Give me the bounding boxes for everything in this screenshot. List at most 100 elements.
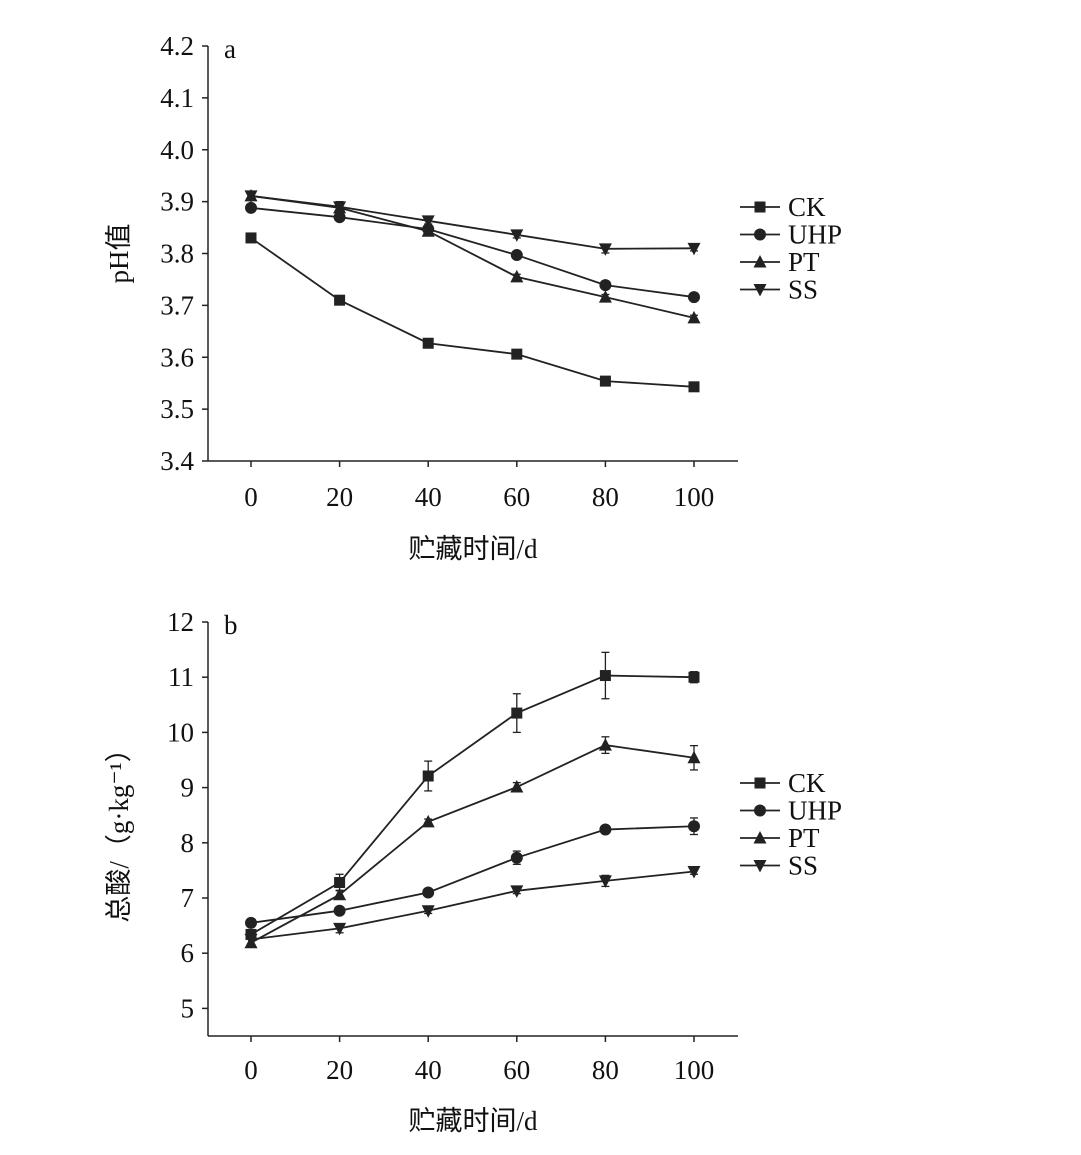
data-point (244, 190, 258, 203)
y-tick-label: 3.7 (160, 290, 194, 320)
legend-item-ss: SS (740, 851, 818, 881)
data-point (687, 750, 701, 764)
data-point (599, 375, 611, 387)
chart-panel-b: 5 6 7 8 9 10 11 12 0 20 40 60 80 100 b 贮藏时间/d 总酸/（g·kg⁻¹… (104, 607, 842, 1136)
series-line (250, 870, 695, 941)
data-point (688, 381, 700, 393)
x-axis-label: 贮藏时间/d (408, 1106, 538, 1136)
data-point (333, 201, 347, 214)
data-point (334, 294, 346, 306)
data-point (421, 224, 435, 237)
data-point (244, 933, 258, 947)
x-tick-label: 80 (592, 482, 619, 512)
data-point (333, 211, 346, 224)
data-point (599, 823, 612, 836)
legend-label: UHP (788, 796, 842, 826)
y-tick-label: 12 (167, 607, 194, 637)
data-point (510, 780, 524, 793)
x-axis-label: 贮藏时间/d (408, 534, 538, 564)
data-point (333, 922, 347, 936)
y-tick-label: 5 (181, 993, 195, 1023)
x-tick-label: 100 (674, 482, 715, 512)
x-tick-label: 100 (674, 1055, 715, 1085)
y-tick-label: 3.6 (160, 342, 194, 372)
data-point (688, 291, 700, 304)
legend-marker (753, 831, 767, 844)
y-tick-label: 4.2 (160, 31, 194, 61)
y-tick-label: 10 (167, 717, 194, 747)
data-point (510, 229, 524, 242)
data-point (510, 851, 523, 864)
y-tick-label: 3.4 (160, 446, 194, 476)
legend-item-ck: CK (740, 192, 826, 222)
data-point (333, 904, 346, 917)
x-tick-label: 20 (326, 1055, 353, 1085)
series-uhp (245, 201, 700, 304)
y-tick-label: 8 (181, 828, 195, 858)
legend-marker (754, 804, 766, 817)
legend-item-pt: PT (740, 823, 820, 853)
legend-marker (754, 228, 766, 241)
data-point (422, 886, 435, 899)
y-tick-label: 3.9 (160, 187, 194, 217)
x-tick-label: 60 (503, 482, 530, 512)
y-tick-label: 6 (181, 938, 195, 968)
data-point (687, 866, 701, 879)
legend-label: SS (788, 275, 818, 305)
x-tick-label: 40 (415, 482, 442, 512)
legend-item-pt: PT (740, 247, 820, 277)
data-point (333, 887, 347, 901)
data-point (598, 738, 612, 751)
legend-marker (754, 201, 766, 213)
data-point (421, 814, 435, 828)
data-point (421, 905, 435, 918)
data-point (599, 279, 612, 292)
legend-label: PT (788, 247, 820, 277)
legend-item-uhp: UHP (740, 220, 842, 250)
data-point (422, 337, 434, 349)
series-line (250, 825, 695, 924)
data-point (598, 243, 612, 256)
legend-label: UHP (788, 220, 842, 250)
data-point (245, 201, 257, 214)
y-tick-label: 4.0 (160, 135, 194, 165)
data-point (245, 232, 257, 244)
series-line (250, 237, 695, 388)
series-line (250, 744, 695, 944)
data-point (334, 877, 346, 889)
data-point (688, 820, 700, 833)
legend-item-uhp: UHP (740, 796, 842, 826)
y-tick-label: 3.5 (160, 394, 194, 424)
legend-item-ss: SS (740, 275, 818, 305)
series-pt (244, 736, 701, 949)
data-point (598, 875, 612, 888)
data-point (688, 671, 700, 683)
x-tick-label: 20 (326, 482, 353, 512)
data-point (421, 215, 435, 228)
data-point (598, 290, 612, 303)
series-line (250, 195, 695, 250)
series-line (250, 674, 695, 936)
series-pt (244, 188, 701, 324)
series-ss (244, 190, 701, 256)
legend-marker (753, 284, 767, 297)
data-point (510, 249, 523, 262)
x-tick-label: 0 (244, 1055, 258, 1085)
legend-marker (754, 777, 766, 789)
series-line (250, 206, 695, 298)
x-tick-label: 80 (592, 1055, 619, 1085)
x-tick-label: 60 (503, 1055, 530, 1085)
data-point (510, 885, 524, 898)
panel-label: a (224, 34, 236, 64)
legend-marker (753, 255, 767, 268)
x-tick-label: 40 (415, 1055, 442, 1085)
series-ck (245, 232, 700, 393)
data-point (245, 916, 257, 929)
y-tick-label: 4.1 (160, 83, 194, 113)
legend-label: CK (788, 768, 826, 798)
chart-panel-a: 3.4 3.5 3.6 3.7 3.8 3.9 4.0 4.1 4.2 0 20 40 60 80 100 a… (104, 31, 842, 564)
y-axis-label: 总酸/（g·kg⁻¹） (104, 735, 134, 922)
y-tick-label: 3.8 (160, 239, 194, 269)
series-ss (244, 866, 701, 947)
